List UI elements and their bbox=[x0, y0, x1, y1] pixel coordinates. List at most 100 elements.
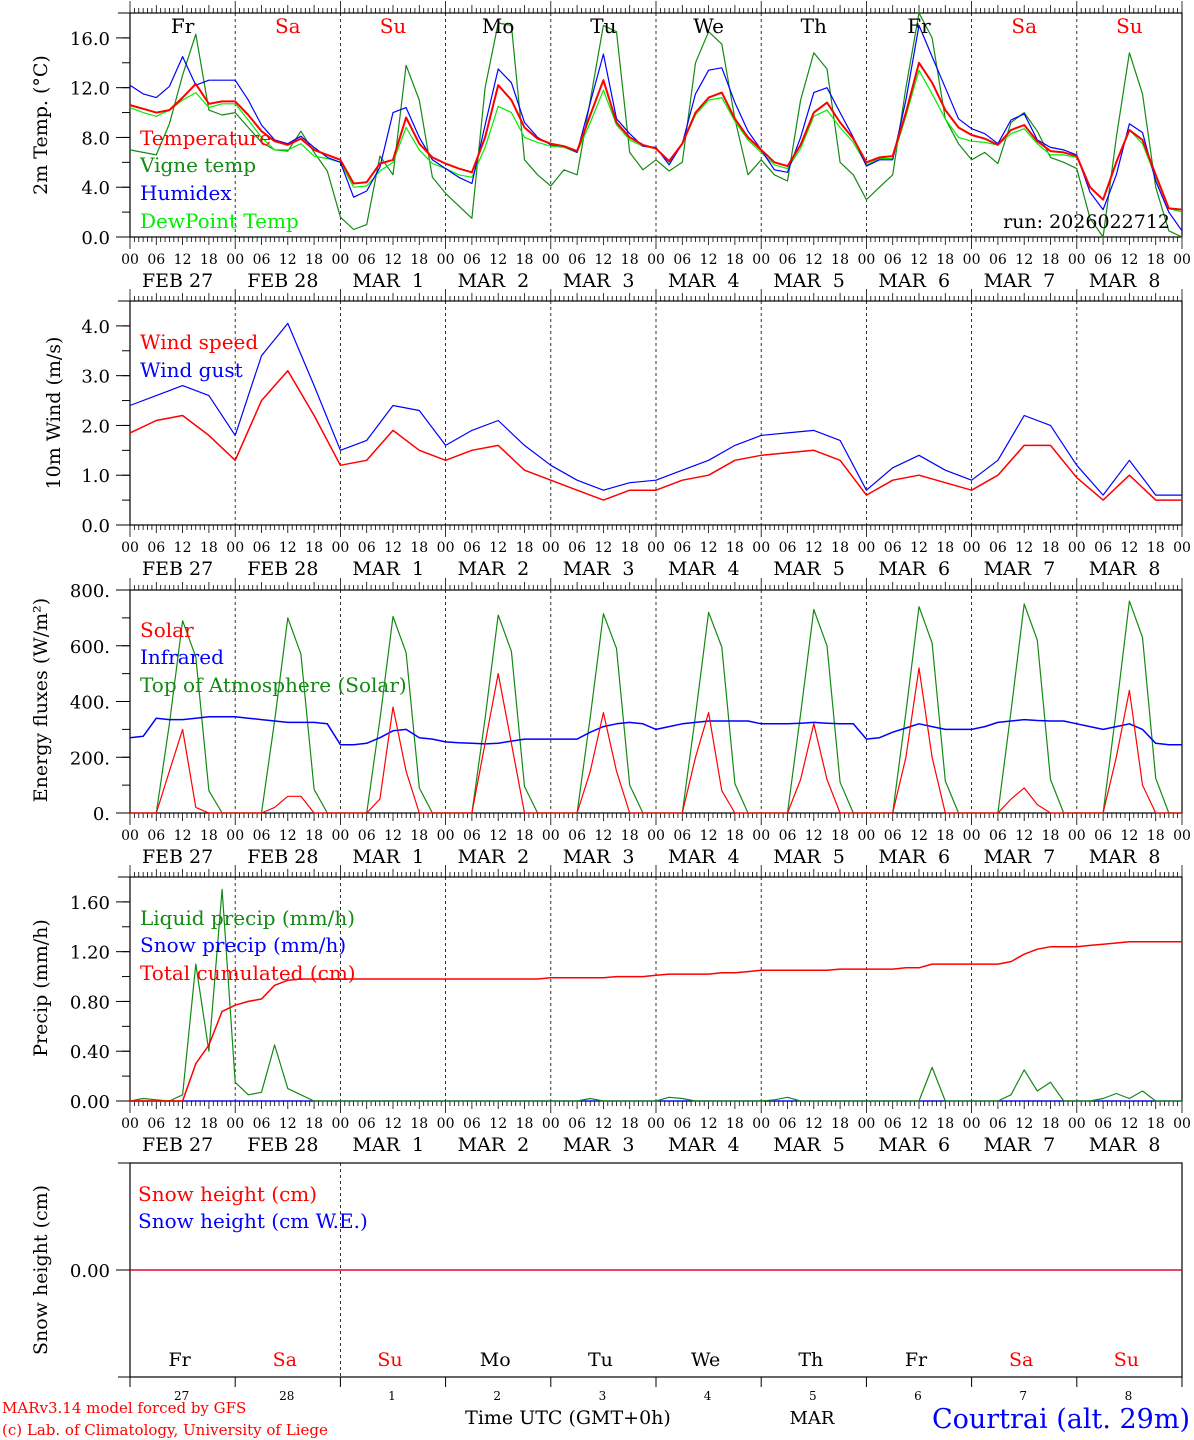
hour-label: 06 bbox=[147, 252, 165, 268]
hour-label: 12 bbox=[700, 828, 718, 844]
date-label: MAR 8 bbox=[1089, 270, 1161, 292]
hour-label: 00 bbox=[437, 252, 455, 268]
hour-label: 12 bbox=[174, 828, 192, 844]
legend-entry: Infrared bbox=[140, 645, 224, 669]
date-label: FEB 27 bbox=[142, 1134, 213, 1156]
hour-label: 06 bbox=[779, 1116, 797, 1132]
hour-label: 12 bbox=[1120, 1116, 1138, 1132]
date-label: FEB 27 bbox=[142, 270, 213, 292]
date-label: FEB 28 bbox=[247, 1134, 318, 1156]
day-number: 4 bbox=[704, 1389, 712, 1403]
hour-label: 06 bbox=[147, 1116, 165, 1132]
hour-label: 06 bbox=[884, 828, 902, 844]
hour-label: 12 bbox=[174, 540, 192, 556]
hour-label: 00 bbox=[542, 828, 560, 844]
day-number: 3 bbox=[599, 1389, 607, 1403]
hour-label: 12 bbox=[594, 828, 612, 844]
hour-label: 18 bbox=[726, 252, 744, 268]
hour-label: 12 bbox=[279, 540, 297, 556]
legend-entry: Temperature bbox=[140, 126, 271, 150]
date-label: MAR 5 bbox=[773, 1134, 845, 1156]
hour-label: 18 bbox=[831, 1116, 849, 1132]
day-name: Sa bbox=[1009, 1349, 1033, 1371]
month-label: MAR bbox=[790, 1408, 835, 1429]
hour-label: 00 bbox=[857, 828, 875, 844]
date-label: MAR 2 bbox=[458, 270, 530, 292]
hour-label: 06 bbox=[989, 252, 1007, 268]
hour-label: 18 bbox=[936, 828, 954, 844]
hour-label: 12 bbox=[174, 252, 192, 268]
date-label: MAR 7 bbox=[984, 558, 1056, 580]
hour-label: 06 bbox=[884, 1116, 902, 1132]
hour-label: 12 bbox=[910, 1116, 928, 1132]
hour-label: 06 bbox=[673, 828, 691, 844]
hour-label: 06 bbox=[253, 540, 271, 556]
hour-label: 06 bbox=[989, 1116, 1007, 1132]
legend-entry: Humidex bbox=[140, 181, 232, 205]
hour-label: 00 bbox=[121, 1116, 139, 1132]
hour-label: 06 bbox=[779, 252, 797, 268]
series-temperature bbox=[129, 61, 1183, 211]
y-tick-label: 0.00 bbox=[70, 1261, 110, 1282]
hour-label: 12 bbox=[910, 540, 928, 556]
hour-label: 00 bbox=[437, 540, 455, 556]
hour-label: 06 bbox=[463, 540, 481, 556]
hour-label: 18 bbox=[1147, 828, 1165, 844]
hour-label: 12 bbox=[700, 252, 718, 268]
hour-label: 18 bbox=[410, 252, 428, 268]
day-number: 8 bbox=[1125, 1389, 1133, 1403]
hour-label: 06 bbox=[358, 828, 376, 844]
hour-label: 00 bbox=[1068, 252, 1086, 268]
hour-label: 06 bbox=[989, 828, 1007, 844]
hour-label: 12 bbox=[174, 1116, 192, 1132]
day-name: Sa bbox=[273, 1349, 297, 1371]
hour-label: 18 bbox=[305, 252, 323, 268]
date-label: MAR 5 bbox=[773, 270, 845, 292]
legend-entry: Liquid precip (mm/h) bbox=[140, 906, 355, 930]
hour-label: 18 bbox=[936, 1116, 954, 1132]
hour-label: 18 bbox=[1147, 1116, 1165, 1132]
plot-frame bbox=[129, 589, 1183, 814]
day-number: 6 bbox=[914, 1389, 922, 1403]
hour-label: 00 bbox=[963, 828, 981, 844]
hour-label: 12 bbox=[805, 540, 823, 556]
series-wind-speed bbox=[129, 369, 1182, 501]
x-axis-label: Time UTC (GMT+0h) bbox=[465, 1407, 671, 1429]
day-name: Th bbox=[801, 14, 827, 38]
day-name: Th bbox=[798, 1349, 823, 1371]
hour-label: 18 bbox=[516, 1116, 534, 1132]
y-tick-label: 1.0 bbox=[81, 466, 110, 487]
y-tick-label: 4.0 bbox=[81, 317, 110, 338]
hour-label: 06 bbox=[1094, 1116, 1112, 1132]
date-label: MAR 5 bbox=[773, 846, 845, 868]
hour-label: 00 bbox=[542, 540, 560, 556]
date-label: MAR 1 bbox=[352, 1134, 424, 1156]
hour-label: 06 bbox=[779, 828, 797, 844]
date-label: MAR 2 bbox=[458, 558, 530, 580]
date-label: MAR 7 bbox=[984, 1134, 1056, 1156]
hour-label: 06 bbox=[989, 540, 1007, 556]
hour-label: 18 bbox=[621, 828, 639, 844]
y-tick-label: 200. bbox=[70, 748, 110, 769]
hour-label: 12 bbox=[1015, 540, 1033, 556]
hour-label: 00 bbox=[1173, 252, 1191, 268]
date-label: MAR 7 bbox=[984, 846, 1056, 868]
hour-label: 00 bbox=[647, 1116, 665, 1132]
hour-label: 12 bbox=[910, 252, 928, 268]
hour-label: 18 bbox=[1147, 540, 1165, 556]
y-tick-label: 3.0 bbox=[81, 367, 110, 388]
day-number: 28 bbox=[279, 1389, 294, 1403]
y-tick-label: 0.80 bbox=[70, 992, 110, 1013]
day-name: We bbox=[693, 14, 724, 38]
hour-label: 18 bbox=[516, 540, 534, 556]
lab-credit: (c) Lab. of Climatology, University of L… bbox=[2, 1421, 328, 1439]
hour-label: 06 bbox=[1094, 540, 1112, 556]
hour-label: 06 bbox=[463, 1116, 481, 1132]
hour-label: 12 bbox=[910, 828, 928, 844]
plot-frame bbox=[129, 300, 1183, 526]
day-name: Fr bbox=[168, 1349, 191, 1371]
